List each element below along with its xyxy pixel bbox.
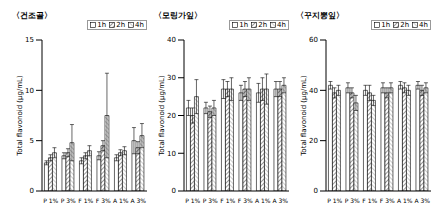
svg-text:P 3%: P 3% [203, 197, 218, 204]
html-text:〈모링가잎〉: 〈모링가잎〉 [154, 11, 202, 20]
svg-text:10: 10 [167, 150, 176, 158]
svg-text:P 3%: P 3% [61, 197, 76, 204]
svg-text:15: 15 [25, 36, 34, 44]
svg-text:A 3%: A 3% [272, 197, 288, 204]
svg-text:F 1%: F 1% [362, 197, 377, 204]
svg-text:F 3%: F 3% [380, 197, 395, 204]
svg-text:A 1%: A 1% [113, 197, 129, 204]
svg-text:A 3%: A 3% [130, 197, 146, 204]
svg-text:10: 10 [25, 87, 34, 95]
html-text:2h: 2h [258, 21, 268, 29]
html-text:1h: 1h [97, 21, 107, 29]
svg-text:0: 0 [172, 187, 176, 195]
html-text:4h: 4h [277, 21, 286, 29]
svg-text:P 1%: P 1% [327, 197, 342, 204]
html-text:2h: 2h [116, 21, 126, 29]
svg-text:P 1%: P 1% [185, 197, 200, 204]
svg-text:Total flavonoid (μg/mL): Total flavonoid (μg/mL) [300, 75, 308, 157]
svg-text:60: 60 [309, 36, 318, 44]
html-text:〈건조골〉: 〈건조골〉 [12, 11, 52, 20]
html-text:1h: 1h [239, 21, 249, 29]
svg-text:A 1%: A 1% [397, 197, 413, 204]
svg-text:Total flavonoid (μg/mL): Total flavonoid (μg/mL) [158, 75, 166, 157]
svg-text:F 1%: F 1% [78, 197, 93, 204]
svg-text:P 3%: P 3% [345, 197, 360, 204]
svg-text:A 3%: A 3% [414, 197, 430, 204]
svg-text:20: 20 [167, 112, 176, 120]
html-text:4h: 4h [135, 21, 144, 29]
svg-text:P 1%: P 1% [43, 197, 58, 204]
svg-text:A 1%: A 1% [255, 197, 271, 204]
svg-text:Total flavonoid (μg/mL): Total flavonoid (μg/mL) [16, 75, 24, 157]
svg-text:0: 0 [30, 187, 34, 195]
svg-text:F 1%: F 1% [220, 197, 235, 204]
svg-text:20: 20 [309, 137, 318, 145]
svg-text:40: 40 [167, 36, 176, 44]
svg-text:F 3%: F 3% [238, 197, 253, 204]
svg-text:30: 30 [167, 74, 176, 82]
svg-text:F 3%: F 3% [96, 197, 111, 204]
svg-text:5: 5 [30, 137, 34, 145]
html-text:2h: 2h [400, 21, 410, 29]
html-text:〈꾸지뽕잎〉: 〈꾸지뽕잎〉 [296, 11, 344, 20]
html-text:4h: 4h [419, 21, 428, 29]
svg-text:0: 0 [314, 187, 318, 195]
html-text:1h: 1h [381, 21, 391, 29]
svg-text:40: 40 [309, 87, 318, 95]
